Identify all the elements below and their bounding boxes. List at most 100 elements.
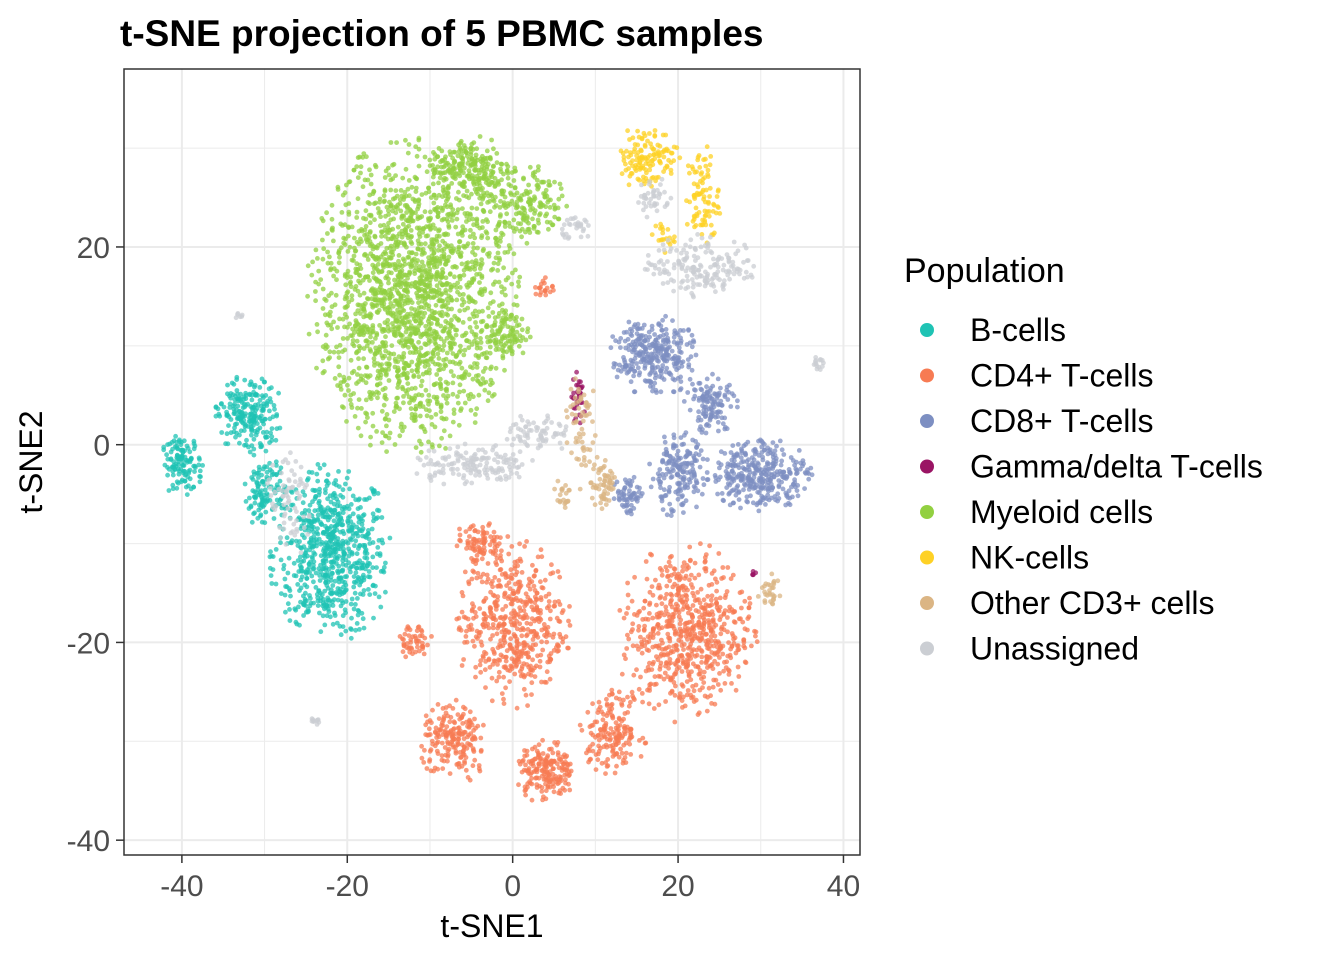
data-point	[657, 479, 662, 484]
data-point	[615, 739, 620, 744]
data-point	[636, 322, 641, 327]
data-point	[802, 486, 807, 491]
data-point	[753, 634, 758, 639]
data-point	[763, 479, 768, 484]
data-point	[534, 292, 539, 297]
data-point	[542, 777, 547, 782]
data-point	[268, 431, 273, 436]
data-point	[630, 599, 635, 604]
data-point	[490, 698, 495, 703]
data-point	[696, 409, 701, 414]
data-point	[635, 331, 640, 336]
data-point	[640, 617, 645, 622]
data-point	[552, 604, 557, 609]
data-point	[699, 387, 704, 392]
data-point	[671, 389, 676, 394]
data-point	[294, 620, 299, 625]
data-point	[722, 427, 727, 432]
data-point	[188, 468, 193, 473]
data-point	[745, 494, 750, 499]
data-point	[314, 472, 319, 477]
data-point	[702, 621, 707, 626]
data-point	[690, 613, 695, 618]
data-point	[693, 388, 698, 393]
data-point	[715, 645, 720, 650]
data-point	[487, 626, 492, 631]
data-point	[458, 533, 463, 538]
data-point	[227, 405, 232, 410]
data-point	[279, 591, 284, 596]
data-point	[359, 164, 364, 169]
data-point	[643, 741, 648, 746]
data-point	[688, 408, 693, 413]
data-point	[777, 483, 782, 488]
data-point	[530, 563, 535, 568]
data-point	[682, 481, 687, 486]
data-point	[275, 498, 280, 503]
data-point	[699, 655, 704, 660]
data-point	[353, 538, 358, 543]
data-point	[509, 282, 514, 287]
data-point	[731, 573, 736, 578]
data-point	[659, 652, 664, 657]
data-point	[529, 680, 534, 685]
data-point	[349, 636, 354, 641]
data-point	[251, 423, 256, 428]
data-point	[442, 176, 447, 181]
data-point	[513, 634, 518, 639]
data-point	[368, 230, 373, 235]
data-point	[407, 178, 412, 183]
data-point	[515, 626, 520, 631]
data-point	[606, 731, 611, 736]
data-point	[649, 667, 654, 672]
data-point	[249, 428, 254, 433]
data-point	[350, 342, 355, 347]
data-point	[656, 586, 661, 591]
data-point	[357, 397, 362, 402]
data-point	[720, 491, 725, 496]
data-point	[463, 570, 468, 575]
data-point	[718, 399, 723, 404]
data-point	[716, 682, 721, 687]
data-point	[694, 353, 699, 358]
data-point	[526, 655, 531, 660]
data-point	[197, 456, 202, 461]
data-point	[480, 580, 485, 585]
data-point	[472, 736, 477, 741]
data-point	[716, 551, 721, 556]
data-point	[728, 404, 733, 409]
data-point	[711, 625, 716, 630]
data-point	[475, 629, 480, 634]
data-point	[535, 785, 540, 790]
data-point	[790, 495, 795, 500]
data-point	[604, 697, 609, 702]
data-point	[751, 572, 756, 577]
data-point	[471, 523, 476, 528]
data-point	[688, 558, 693, 563]
data-point	[370, 565, 375, 570]
data-point	[480, 556, 485, 561]
data-point	[678, 634, 683, 639]
data-point	[657, 467, 662, 472]
data-point	[670, 318, 675, 323]
data-point	[366, 200, 371, 205]
data-point	[467, 725, 472, 730]
data-point	[768, 485, 773, 490]
data-point	[427, 757, 432, 762]
data-point	[371, 424, 376, 429]
data-point	[464, 634, 469, 639]
data-point	[702, 412, 707, 417]
data-point	[631, 673, 636, 678]
data-point	[597, 700, 602, 705]
data-point	[520, 570, 525, 575]
data-point	[348, 275, 353, 280]
data-point	[254, 490, 259, 495]
data-point	[519, 633, 524, 638]
data-point	[680, 569, 685, 574]
data-point	[608, 736, 613, 741]
data-point	[342, 551, 347, 556]
data-point	[336, 512, 341, 517]
data-point	[643, 599, 648, 604]
data-point	[690, 628, 695, 633]
data-point	[656, 471, 661, 476]
